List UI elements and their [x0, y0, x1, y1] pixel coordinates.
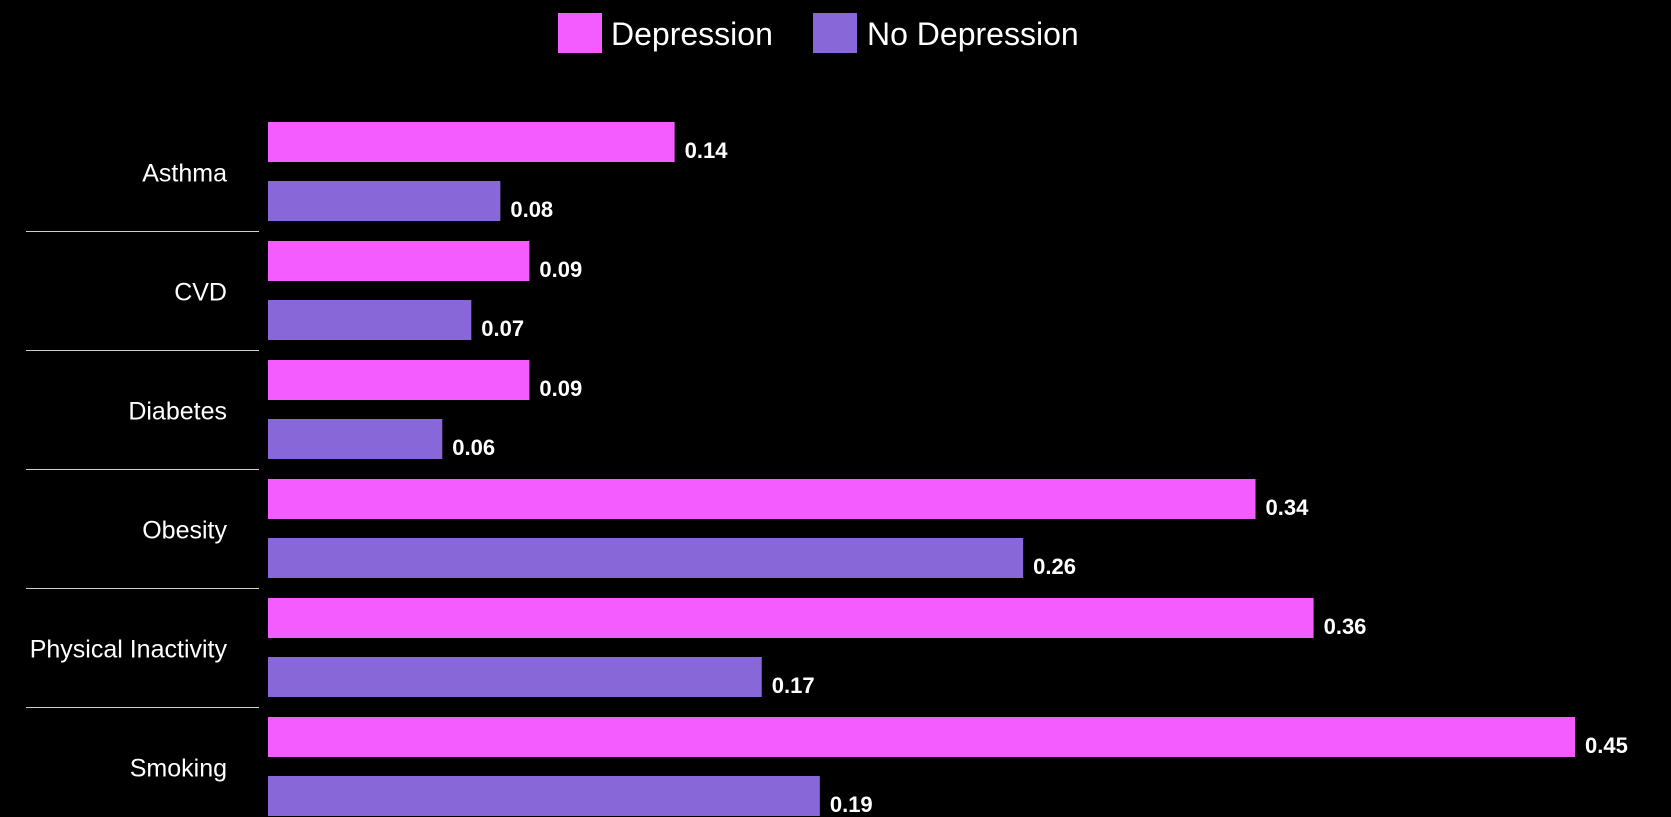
value-labels: 0.14 0.08 0.09 0.07 0.09 0.06 0.34 0.26 0.36 0.17… [452, 138, 1628, 817]
legend-swatch-no-depression [813, 13, 857, 53]
value-label-asthma-depression: 0.14 [685, 138, 729, 163]
legend-item-depression: Depression [558, 13, 773, 53]
bar-smoking-depression [268, 717, 1575, 757]
category-label-smoking: Smoking [130, 755, 227, 783]
bar-smoking-no-depression [268, 776, 820, 816]
bar-physical-inactivity-depression [268, 598, 1314, 638]
category-label-diabetes: Diabetes [128, 398, 227, 426]
bar-obesity-no-depression [268, 538, 1024, 578]
legend: Depression No Depression [558, 13, 1079, 53]
value-label-physical-inactivity-no-depression: 0.17 [772, 673, 815, 698]
legend-swatch-depression [558, 13, 602, 53]
category-separators [26, 231, 259, 708]
value-label-smoking-no-depression: 0.19 [830, 792, 873, 817]
bar-diabetes-no-depression [268, 419, 443, 459]
category-label-physical-inactivity: Physical Inactivity [30, 636, 228, 664]
bar-obesity-depression [268, 479, 1256, 519]
category-labels: Asthma CVD Diabetes Obesity Physical Inactiv… [30, 160, 228, 783]
bars [268, 122, 1575, 816]
value-label-cvd-depression: 0.09 [539, 257, 582, 282]
bar-cvd-depression [268, 241, 530, 281]
bar-physical-inactivity-no-depression [268, 657, 762, 697]
legend-label-no-depression: No Depression [867, 16, 1079, 52]
value-label-physical-inactivity-depression: 0.36 [1324, 614, 1367, 639]
value-label-diabetes-depression: 0.09 [539, 376, 582, 401]
bar-diabetes-depression [268, 360, 530, 400]
value-label-obesity-no-depression: 0.26 [1033, 554, 1076, 579]
value-label-obesity-depression: 0.34 [1266, 495, 1310, 520]
bar-cvd-no-depression [268, 300, 472, 340]
bar-asthma-depression [268, 122, 675, 162]
legend-label-depression: Depression [611, 16, 773, 52]
value-label-asthma-no-depression: 0.08 [510, 197, 553, 222]
value-label-diabetes-no-depression: 0.06 [452, 435, 495, 460]
value-label-cvd-no-depression: 0.07 [481, 316, 524, 341]
bar-asthma-no-depression [268, 181, 501, 221]
category-label-asthma: Asthma [142, 160, 227, 188]
legend-item-no-depression: No Depression [813, 13, 1079, 53]
value-label-smoking-depression: 0.45 [1585, 733, 1628, 758]
category-label-obesity: Obesity [142, 517, 227, 545]
category-label-cvd: CVD [174, 279, 227, 307]
